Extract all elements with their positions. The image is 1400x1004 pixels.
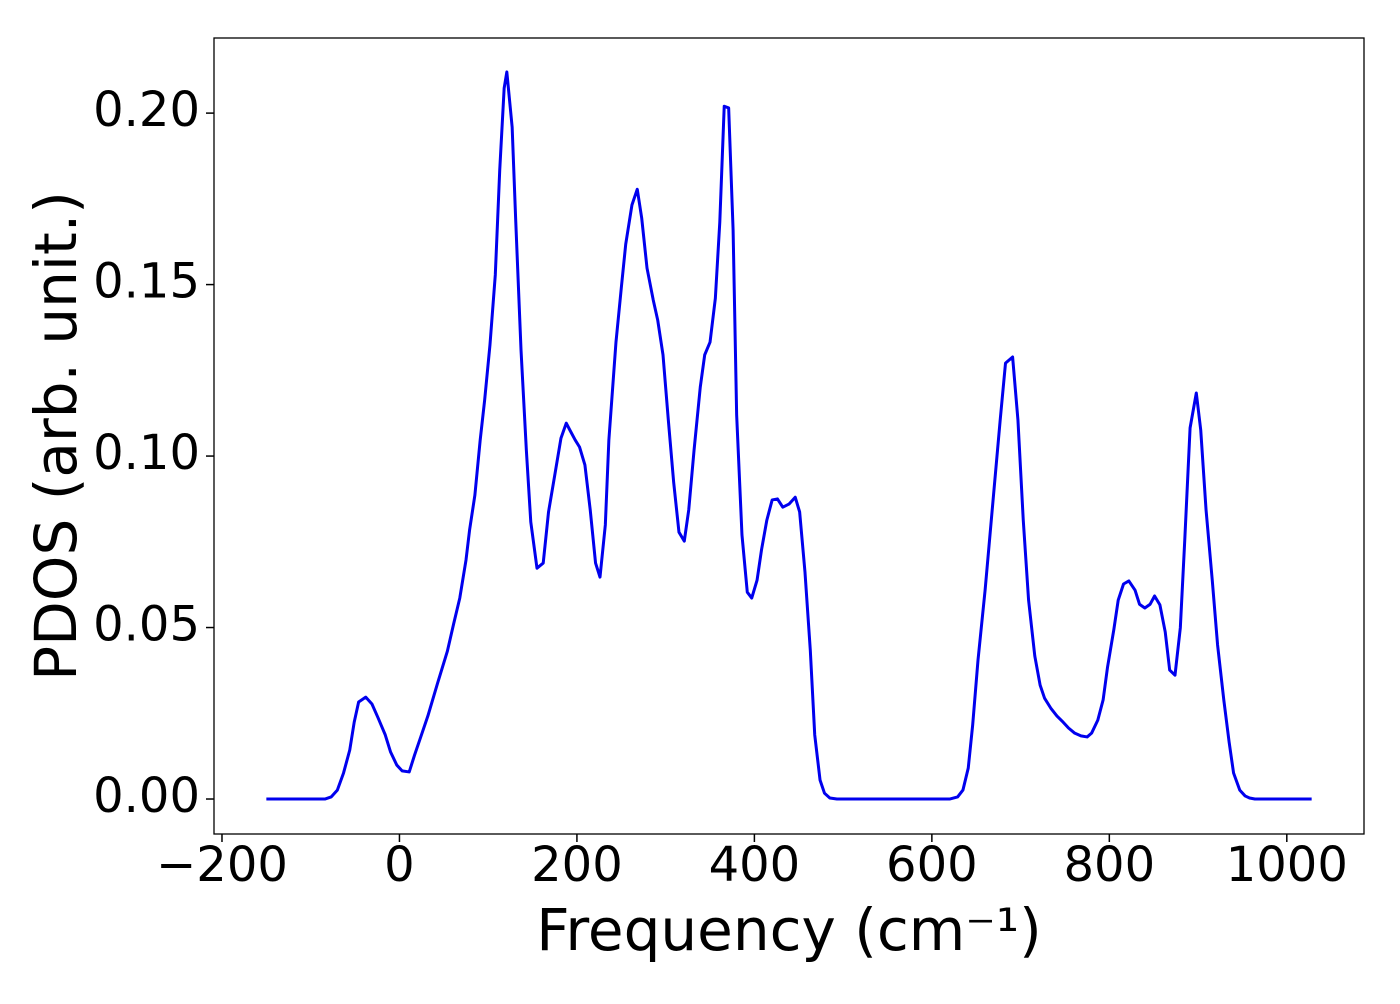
y-tick-label: 0.00 <box>93 768 200 824</box>
x-axis-label: Frequency (cm⁻¹) <box>536 896 1042 964</box>
x-tick-label: 600 <box>886 837 978 893</box>
data-line <box>266 70 1312 801</box>
plot-frame <box>213 37 1365 835</box>
y-tick-label: 0.20 <box>93 82 200 138</box>
x-tick-label: 0 <box>384 837 415 893</box>
x-tick-label: −200 <box>156 837 288 893</box>
x-tick-label: 400 <box>709 837 801 893</box>
y-axis-label: PDOS (arb. unit.) <box>22 191 90 681</box>
y-tick-label: 0.05 <box>93 597 200 653</box>
x-tick-label: 200 <box>531 837 623 893</box>
x-tick-label: 800 <box>1064 837 1156 893</box>
x-tick-label: 1000 <box>1226 837 1348 893</box>
y-tick-label: 0.10 <box>93 425 200 481</box>
y-tick-label: 0.15 <box>93 254 200 310</box>
